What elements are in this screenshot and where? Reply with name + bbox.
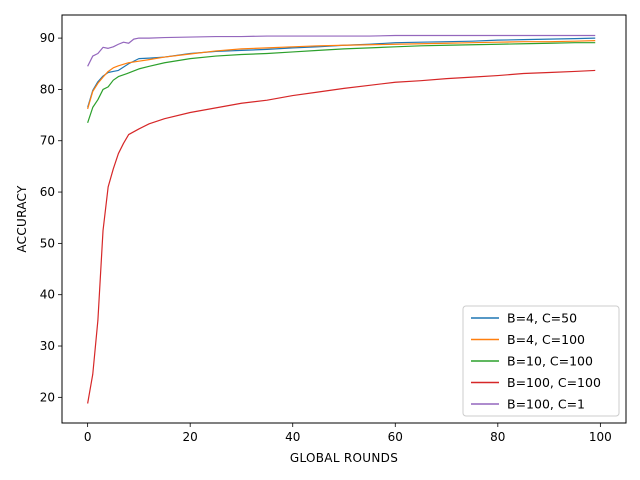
legend-entry: B=100, C=1 [507, 397, 585, 412]
legend-entry: B=4, C=50 [507, 311, 577, 326]
series-layer [87, 34, 596, 404]
legend-frame [462, 305, 620, 417]
y-tick-label: 20 [40, 390, 55, 404]
y-tick-label: 80 [40, 82, 55, 96]
y-tick-label: 60 [40, 185, 55, 199]
y-tick-label: 50 [40, 236, 55, 250]
series-line-3 [87, 42, 596, 123]
legend-entry: B=4, C=100 [507, 332, 585, 347]
x-tick-label: 40 [285, 430, 300, 444]
x-tick-label: 80 [490, 430, 505, 444]
legend-entry: B=10, C=100 [507, 354, 593, 369]
series-line-4 [87, 69, 596, 404]
series-line-2 [87, 40, 596, 110]
y-tick-label: 40 [40, 288, 55, 302]
series-line-5 [87, 34, 596, 67]
plot-frame [61, 14, 627, 424]
axes-layer: 0 20 40 60 80 100 20 30 40 50 60 70 80 90 [40, 14, 627, 444]
y-tick-label: 90 [40, 31, 55, 45]
x-tick-label: 60 [388, 430, 403, 444]
y-tick-label: 70 [40, 134, 55, 148]
series-line-1 [87, 37, 596, 108]
y-tick-label: 30 [40, 339, 55, 353]
legend-entry: B=100, C=100 [507, 375, 601, 390]
x-tick-label: 20 [183, 430, 198, 444]
legend: B=4, C=50 B=4, C=100 B=10, C=100 B=100, C=1… [462, 305, 620, 417]
x-tick-label: 0 [84, 430, 92, 444]
y-axis-label: ACCURACY [15, 185, 29, 253]
x-tick-label: 100 [589, 430, 612, 444]
x-axis-label: GLOBAL ROUNDS [290, 451, 398, 465]
